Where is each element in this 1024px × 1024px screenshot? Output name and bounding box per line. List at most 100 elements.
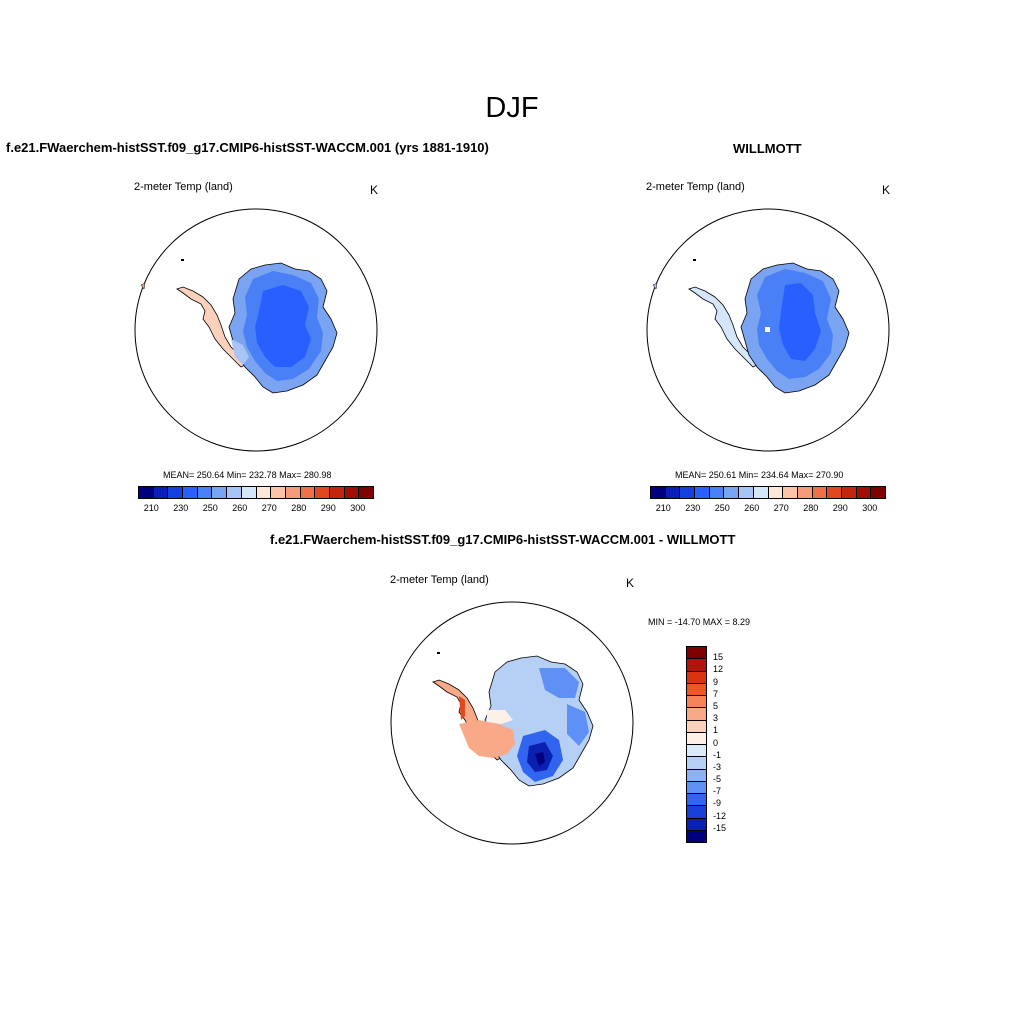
colorbar-swatch <box>687 769 706 782</box>
colorbar-swatch <box>680 487 696 498</box>
diff-minmax: MIN = -14.70 MAX = 8.29 <box>648 617 751 627</box>
diff-panel-title: f.e21.FWaerchem-histSST.f09_g17.CMIP6-hi… <box>270 532 736 547</box>
colorbar-swatch <box>812 487 828 498</box>
colorbar-tick-label: 290 <box>320 503 336 513</box>
colorbar-swatch <box>183 487 198 498</box>
colorbar-tick-label: 7 <box>713 688 719 699</box>
colorbar-swatch <box>687 659 706 672</box>
colorbar-swatch <box>841 487 857 498</box>
left-panel-title: f.e21.FWaerchem-histSST.f09_g17.CMIP6-hi… <box>6 140 489 155</box>
left-units-label: K <box>370 183 379 197</box>
colorbar-swatch <box>687 745 706 758</box>
left-variable-label: 2-meter Temp (land) <box>134 181 233 193</box>
colorbar-swatch <box>168 487 184 498</box>
colorbar-swatch <box>315 487 330 498</box>
colorbar-swatch <box>753 487 769 498</box>
colorbar-swatch <box>139 487 154 498</box>
colorbar-tick-label: 280 <box>291 503 307 513</box>
colorbar-swatch <box>827 487 842 498</box>
main-title: DJF <box>485 92 539 124</box>
colorbar-swatch <box>285 487 301 498</box>
colorbar-swatch <box>212 487 228 498</box>
right-antarctica-map <box>646 208 890 452</box>
colorbar-tick-label: -9 <box>713 798 722 809</box>
diff-colorbar-labels: 15 12 9 7 5 3 1 0 -1 -3 -5 -7 -9 -12 -15 <box>711 646 751 841</box>
colorbar-swatch <box>687 818 706 831</box>
colorbar-swatch <box>768 487 784 498</box>
colorbar-swatch <box>329 487 345 498</box>
left-colorbar-ticks: 210 230 250 260 270 280 290 300 <box>138 503 374 515</box>
colorbar-swatch <box>687 708 706 721</box>
colorbar-swatch <box>227 487 242 498</box>
right-stats: MEAN= 250.61 Min= 234.64 Max= 270.90 <box>675 470 844 480</box>
colorbar-swatch <box>695 487 710 498</box>
colorbar-tick-label: -5 <box>713 774 722 785</box>
colorbar-swatch <box>783 487 798 498</box>
right-variable-label: 2-meter Temp (land) <box>646 181 745 193</box>
colorbar-swatch <box>651 487 666 498</box>
colorbar-tick-label: 5 <box>713 700 719 711</box>
colorbar-tick-label: 280 <box>803 503 819 513</box>
colorbar-swatch <box>739 487 754 498</box>
colorbar-swatch <box>687 696 706 709</box>
diff-antarctica-map <box>390 601 634 845</box>
colorbar-tick-label: -15 <box>713 822 727 833</box>
colorbar-tick-label: 230 <box>685 503 701 513</box>
colorbar-tick-label: -3 <box>713 761 722 772</box>
colorbar-swatch <box>271 487 286 498</box>
colorbar-swatch <box>687 794 706 807</box>
colorbar-tick-label: 270 <box>773 503 789 513</box>
colorbar-tick-label: 250 <box>202 503 218 513</box>
colorbar-swatch <box>344 487 360 498</box>
colorbar-swatch <box>687 732 706 745</box>
colorbar-swatch <box>687 757 706 770</box>
right-panel-title: WILLMOTT <box>733 141 802 156</box>
colorbar-swatch <box>256 487 272 498</box>
diff-variable-label: 2-meter Temp (land) <box>390 574 489 586</box>
colorbar-tick-label: 3 <box>713 713 719 724</box>
colorbar-swatch <box>687 683 706 696</box>
colorbar-tick-label: 15 <box>713 652 724 663</box>
colorbar-tick-label: 1 <box>713 725 719 736</box>
colorbar-swatch <box>687 830 706 842</box>
right-colorbar-ticks: 210 230 250 260 270 280 290 300 <box>650 503 886 515</box>
colorbar-tick-label: 270 <box>261 503 277 513</box>
colorbar-tick-label: -12 <box>713 810 727 821</box>
colorbar-swatch <box>359 487 373 498</box>
colorbar-swatch <box>797 487 813 498</box>
colorbar-swatch <box>197 487 213 498</box>
diff-units-label: K <box>626 576 635 590</box>
colorbar-swatch <box>153 487 169 498</box>
colorbar-swatch <box>665 487 681 498</box>
colorbar-swatch <box>687 671 706 684</box>
colorbar-tick-label: 230 <box>173 503 189 513</box>
right-units-label: K <box>882 183 891 197</box>
colorbar-swatch <box>687 781 706 794</box>
colorbar-tick-label: 260 <box>744 503 760 513</box>
colorbar-swatch <box>300 487 316 498</box>
colorbar-swatch <box>856 487 872 498</box>
colorbar-swatch <box>687 647 706 660</box>
colorbar-swatch <box>871 487 885 498</box>
left-stats: MEAN= 250.64 Min= 232.78 Max= 280.98 <box>163 470 332 480</box>
colorbar-swatch <box>724 487 740 498</box>
colorbar-tick-label: 250 <box>714 503 730 513</box>
colorbar-tick-label: 290 <box>832 503 848 513</box>
colorbar-tick-label: 210 <box>655 503 671 513</box>
left-antarctica-map <box>134 208 378 452</box>
colorbar-tick-label: 210 <box>143 503 159 513</box>
diff-colorbar <box>686 646 707 843</box>
colorbar-tick-label: 260 <box>232 503 248 513</box>
colorbar-tick-label: 12 <box>713 664 724 675</box>
colorbar-swatch <box>709 487 725 498</box>
colorbar-tick-label: 300 <box>350 503 366 513</box>
right-colorbar <box>650 486 886 499</box>
colorbar-swatch <box>687 806 706 819</box>
colorbar-swatch <box>687 720 706 733</box>
colorbar-swatch <box>241 487 257 498</box>
colorbar-tick-label: 9 <box>713 676 719 687</box>
colorbar-tick-label: 300 <box>862 503 878 513</box>
left-colorbar <box>138 486 374 499</box>
colorbar-tick-label: -7 <box>713 786 722 797</box>
colorbar-tick-label: -1 <box>713 749 722 760</box>
